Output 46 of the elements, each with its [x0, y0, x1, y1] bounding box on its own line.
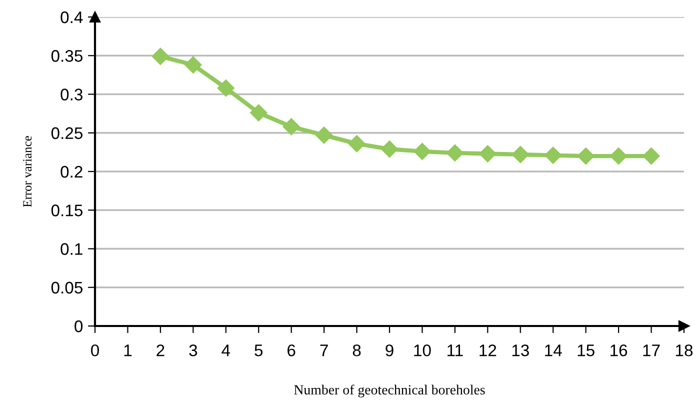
- x-tick-label: 1: [124, 344, 132, 356]
- x-tick-label: 2: [156, 344, 164, 356]
- x-tick-label: 4: [222, 344, 230, 356]
- x-tick-label: 15: [578, 344, 594, 356]
- y-tick-label: 0.3: [60, 88, 82, 100]
- point: [217, 80, 234, 97]
- y-tick-label: 0.35: [51, 50, 82, 62]
- x-tick-label: 17: [643, 344, 660, 356]
- point: [282, 118, 300, 136]
- x-tick-label: 12: [480, 344, 496, 356]
- y-tick-label: 0: [74, 320, 83, 332]
- point: [446, 144, 464, 162]
- point: [348, 135, 366, 152]
- point: [414, 142, 431, 160]
- x-tick-label: 10: [414, 344, 431, 356]
- point: [184, 56, 202, 74]
- x-tick-label: 18: [676, 344, 693, 356]
- point: [316, 126, 333, 144]
- point: [479, 145, 496, 162]
- x-axis-title: Number of geotechnical boreholes: [294, 384, 485, 398]
- point: [544, 146, 562, 164]
- x-tick-label: 7: [320, 344, 328, 356]
- x-tick-label: 13: [512, 344, 529, 356]
- x-tick-label: 11: [448, 344, 463, 356]
- point: [642, 148, 660, 165]
- y-tick-label: 0.1: [60, 243, 82, 255]
- x-tick-label: 14: [545, 344, 562, 356]
- y-tick-label: 0.15: [51, 204, 82, 216]
- point: [152, 48, 169, 65]
- y-tick-label: 0.25: [51, 127, 82, 140]
- x-tick-label: 6: [288, 344, 296, 356]
- x-tick-label: 3: [189, 344, 198, 356]
- x-tick-label: 9: [386, 344, 394, 356]
- y-axis-title: Error variance: [23, 136, 32, 208]
- y-tick-label: 0.2: [60, 166, 82, 178]
- y-tick-label: 0.05: [51, 282, 82, 294]
- y-tick-label: 0.4: [60, 11, 83, 24]
- point: [512, 146, 529, 164]
- point: [610, 148, 628, 165]
- point: [380, 140, 398, 158]
- x-tick-label: 8: [352, 344, 361, 356]
- x-tick-label: 0: [91, 344, 99, 356]
- x-tick-label: 5: [254, 344, 263, 356]
- point: [577, 148, 594, 165]
- x-tick-label: 16: [610, 344, 628, 356]
- point: [250, 104, 268, 122]
